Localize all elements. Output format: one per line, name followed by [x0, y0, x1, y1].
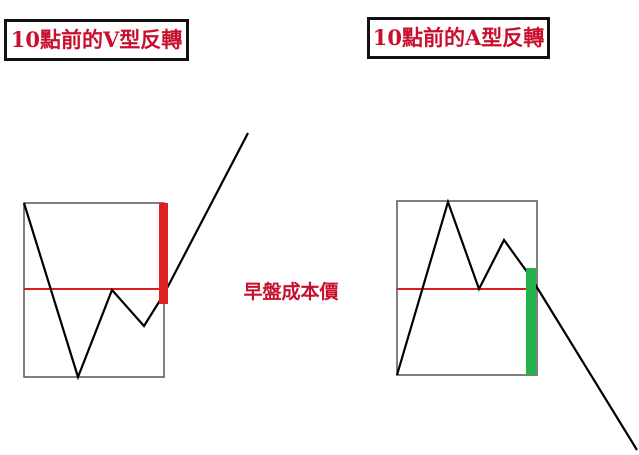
left-price-path: [22, 132, 249, 381]
left-title: 10點前的V型反轉: [4, 19, 189, 61]
right-breakdown-bar: [526, 268, 536, 375]
right-title: 10點前的A型反轉: [367, 17, 550, 59]
right-price-path: [395, 198, 638, 451]
left-breakout-bar: [159, 203, 168, 304]
cost-price-label: 早盤成本價: [243, 281, 339, 303]
